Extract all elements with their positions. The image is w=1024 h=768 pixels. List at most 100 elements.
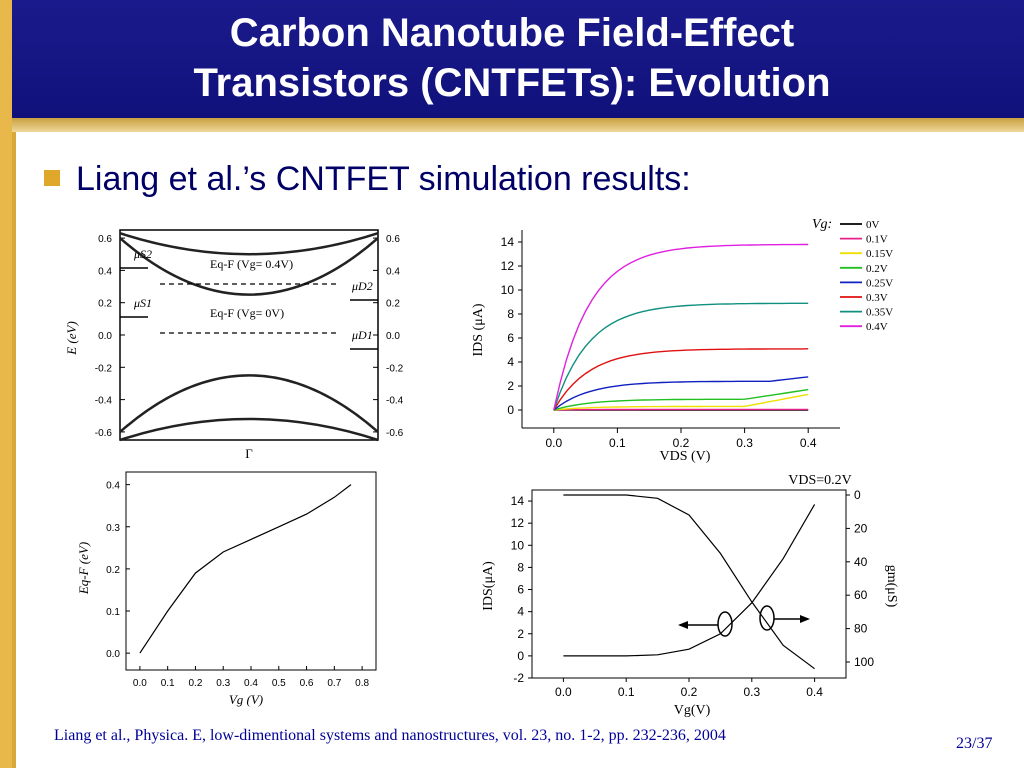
left-accent-edge: [12, 0, 16, 768]
title-line-2: Transistors (CNTFETs): Evolution: [193, 61, 831, 105]
ids-gm-ytick-label: 6: [517, 583, 524, 597]
band-ylabel: E (eV): [64, 321, 79, 356]
bullet-square-icon: [44, 170, 60, 186]
ids-vds-legend-title: Vg:: [812, 217, 832, 232]
legend-label: 0V: [866, 219, 880, 231]
eqf-xtick-label: 0.5: [272, 678, 286, 689]
ids-vds-ytick-label: 2: [507, 379, 514, 393]
ids-vds-xtick-label: 0.2: [673, 436, 690, 450]
ids-vds-ytick-label: 0: [507, 403, 514, 417]
ids-gm-xtick-label: 0.1: [618, 685, 635, 699]
band-xlabel: Γ: [245, 446, 253, 461]
eqf-ylabel: Eq-F (eV): [76, 542, 91, 595]
eqf-04-label: Eq-F (Vg= 0.4V): [210, 257, 293, 271]
ids-gm-ytick-label: 2: [517, 627, 524, 641]
ids-gm-ytick-label: 10: [511, 538, 525, 552]
band-diagram-chart: 0.6 0.4 0.2 0.0 -0.2 -0.4 -0.6 0.6 0.4 0.2 0.0 -0.…: [64, 229, 404, 461]
mu-d2-label: μD2: [351, 279, 373, 293]
band-ytick-left-label: 0.2: [98, 299, 112, 310]
gm-curve-marker: [759, 605, 775, 631]
ids-gm-y2tick-label: 100: [854, 655, 874, 669]
ids-vds-xtick-label: 0.1: [609, 436, 626, 450]
ids-gm-ytick-label: 12: [511, 516, 525, 530]
ids-gm-xlabel: Vg(V): [674, 703, 711, 718]
eqf-curve: [139, 484, 352, 654]
ids-gm-y2tick-label: 60: [854, 588, 868, 602]
band-ytick-left-label: -0.6: [95, 428, 113, 439]
ids-gm-y2label: gm(μS): [884, 565, 899, 608]
ids-vds-xtick-label: 0.3: [736, 436, 753, 450]
ids-vds-curve-0.3V: [553, 348, 809, 411]
mu-s1-label: μS1: [133, 296, 152, 310]
right-arrowhead: [800, 615, 810, 623]
ids-vds-curve-0.35V: [553, 302, 809, 411]
eqf-xtick-label: 0.1: [161, 678, 175, 689]
band-ytick-left-label: 0.6: [98, 234, 112, 245]
ids-gm-ytick-label: 8: [517, 560, 524, 574]
band-ytick-left-label: 0.4: [98, 266, 112, 277]
eqf-xtick-label: 0.3: [216, 678, 230, 689]
ids-vds-xtick-label: 0.0: [545, 436, 562, 450]
gm-curve: [563, 494, 815, 670]
ids-gm-ylabel: IDS(μA): [481, 561, 496, 611]
left-accent-bar: [0, 0, 12, 768]
band-ytick-right-label: 0.2: [386, 299, 400, 310]
ids-gm-xtick-label: 0.3: [743, 685, 760, 699]
band-ytick-right-label: 0.4: [386, 266, 400, 277]
band-ytick-right-label: 0.6: [386, 234, 400, 245]
ids-vds-curve-0.2V: [553, 388, 809, 411]
ids-vds-curve-0.15V: [553, 393, 809, 411]
ids-vds-xlabel: VDS (V): [660, 449, 711, 464]
ids-vds-curve-0.25V: [553, 376, 809, 411]
eqf-xtick-label: 0.7: [327, 678, 341, 689]
ids-gm-ytick-label: 14: [511, 494, 525, 508]
ids-vds-ytick-label: 4: [507, 355, 514, 369]
title-banner-shadow: [12, 118, 1024, 132]
mu-d1-label: μD1: [351, 328, 373, 342]
ids-gm-y2tick-label: 40: [854, 555, 868, 569]
band-curve-lower-band-inner: [119, 374, 379, 433]
eqf-ytick-label: 0.0: [106, 649, 120, 660]
band-curve-lower-band-outer: [119, 417, 379, 442]
ids-gm-ytick-label: 4: [517, 605, 524, 619]
page-number: 23/37: [956, 735, 993, 752]
ids-vds-curve-0.4V: [553, 243, 809, 411]
eqf-vg-chart: 0.0 0.1 0.2 0.3 0.4 0.5 0.6 0.7 0.8 0.4 0.3 0.2 0.1…: [76, 471, 377, 707]
title-banner: [12, 0, 1024, 130]
eqf-0-label: Eq-F (Vg= 0V): [210, 306, 284, 320]
mu-s2-label: μS2: [133, 247, 152, 261]
legend-label: 0.1V: [866, 234, 888, 246]
band-ytick-left-label: -0.4: [95, 396, 113, 407]
legend-label: 0.25V: [866, 277, 893, 289]
ids-gm-y2tick-label: 80: [854, 622, 868, 636]
ids-vds-ytick-label: 8: [507, 307, 514, 321]
ids-vds-curve-0.1V: [553, 408, 809, 411]
ids-gm-y2tick-label: 20: [854, 521, 868, 535]
slide-title: Carbon Nanotube Field-Effect Transistors…: [0, 8, 1024, 108]
band-ytick-left-label: -0.2: [95, 363, 113, 374]
ids-gm-title: VDS=0.2V: [788, 473, 852, 488]
ids-vds-chart: 0.0 0.1 0.2 0.3 0.4 14 12 10 8 6 4 2 0 0V 0.1V 0.15V 0…: [471, 217, 893, 464]
ids-gm-xtick-label: 0.2: [681, 685, 698, 699]
eqf-xtick-label: 0.4: [244, 678, 258, 689]
eqf-xtick-label: 0.2: [188, 678, 202, 689]
legend-label: 0.2V: [866, 263, 888, 275]
ids-curve: [563, 504, 816, 657]
band-ytick-right-label: -0.4: [386, 396, 404, 407]
ids-vds-ytick-label: 10: [501, 283, 515, 297]
eqf-xtick-label: 0.0: [133, 678, 147, 689]
ids-vds-xtick-label: 0.4: [800, 436, 817, 450]
eqf-xtick-label: 0.6: [300, 678, 314, 689]
band-ytick-right-label: 0.0: [386, 331, 400, 342]
eqf-ytick-label: 0.4: [106, 481, 120, 492]
ids-vds-ytick-label: 14: [501, 235, 515, 249]
ids-gm-ytick-label: -2: [513, 671, 524, 685]
band-curve-upper-band-outer: [119, 232, 379, 256]
legend-label: 0.35V: [866, 307, 893, 319]
eqf-ytick-label: 0.3: [106, 523, 120, 534]
ids-vds-ytick-label: 6: [507, 331, 514, 345]
ids-gm-xtick-label: 0.0: [555, 685, 572, 699]
eqf-ytick-label: 0.1: [106, 607, 120, 618]
eqf-ytick-label: 0.2: [106, 565, 120, 576]
